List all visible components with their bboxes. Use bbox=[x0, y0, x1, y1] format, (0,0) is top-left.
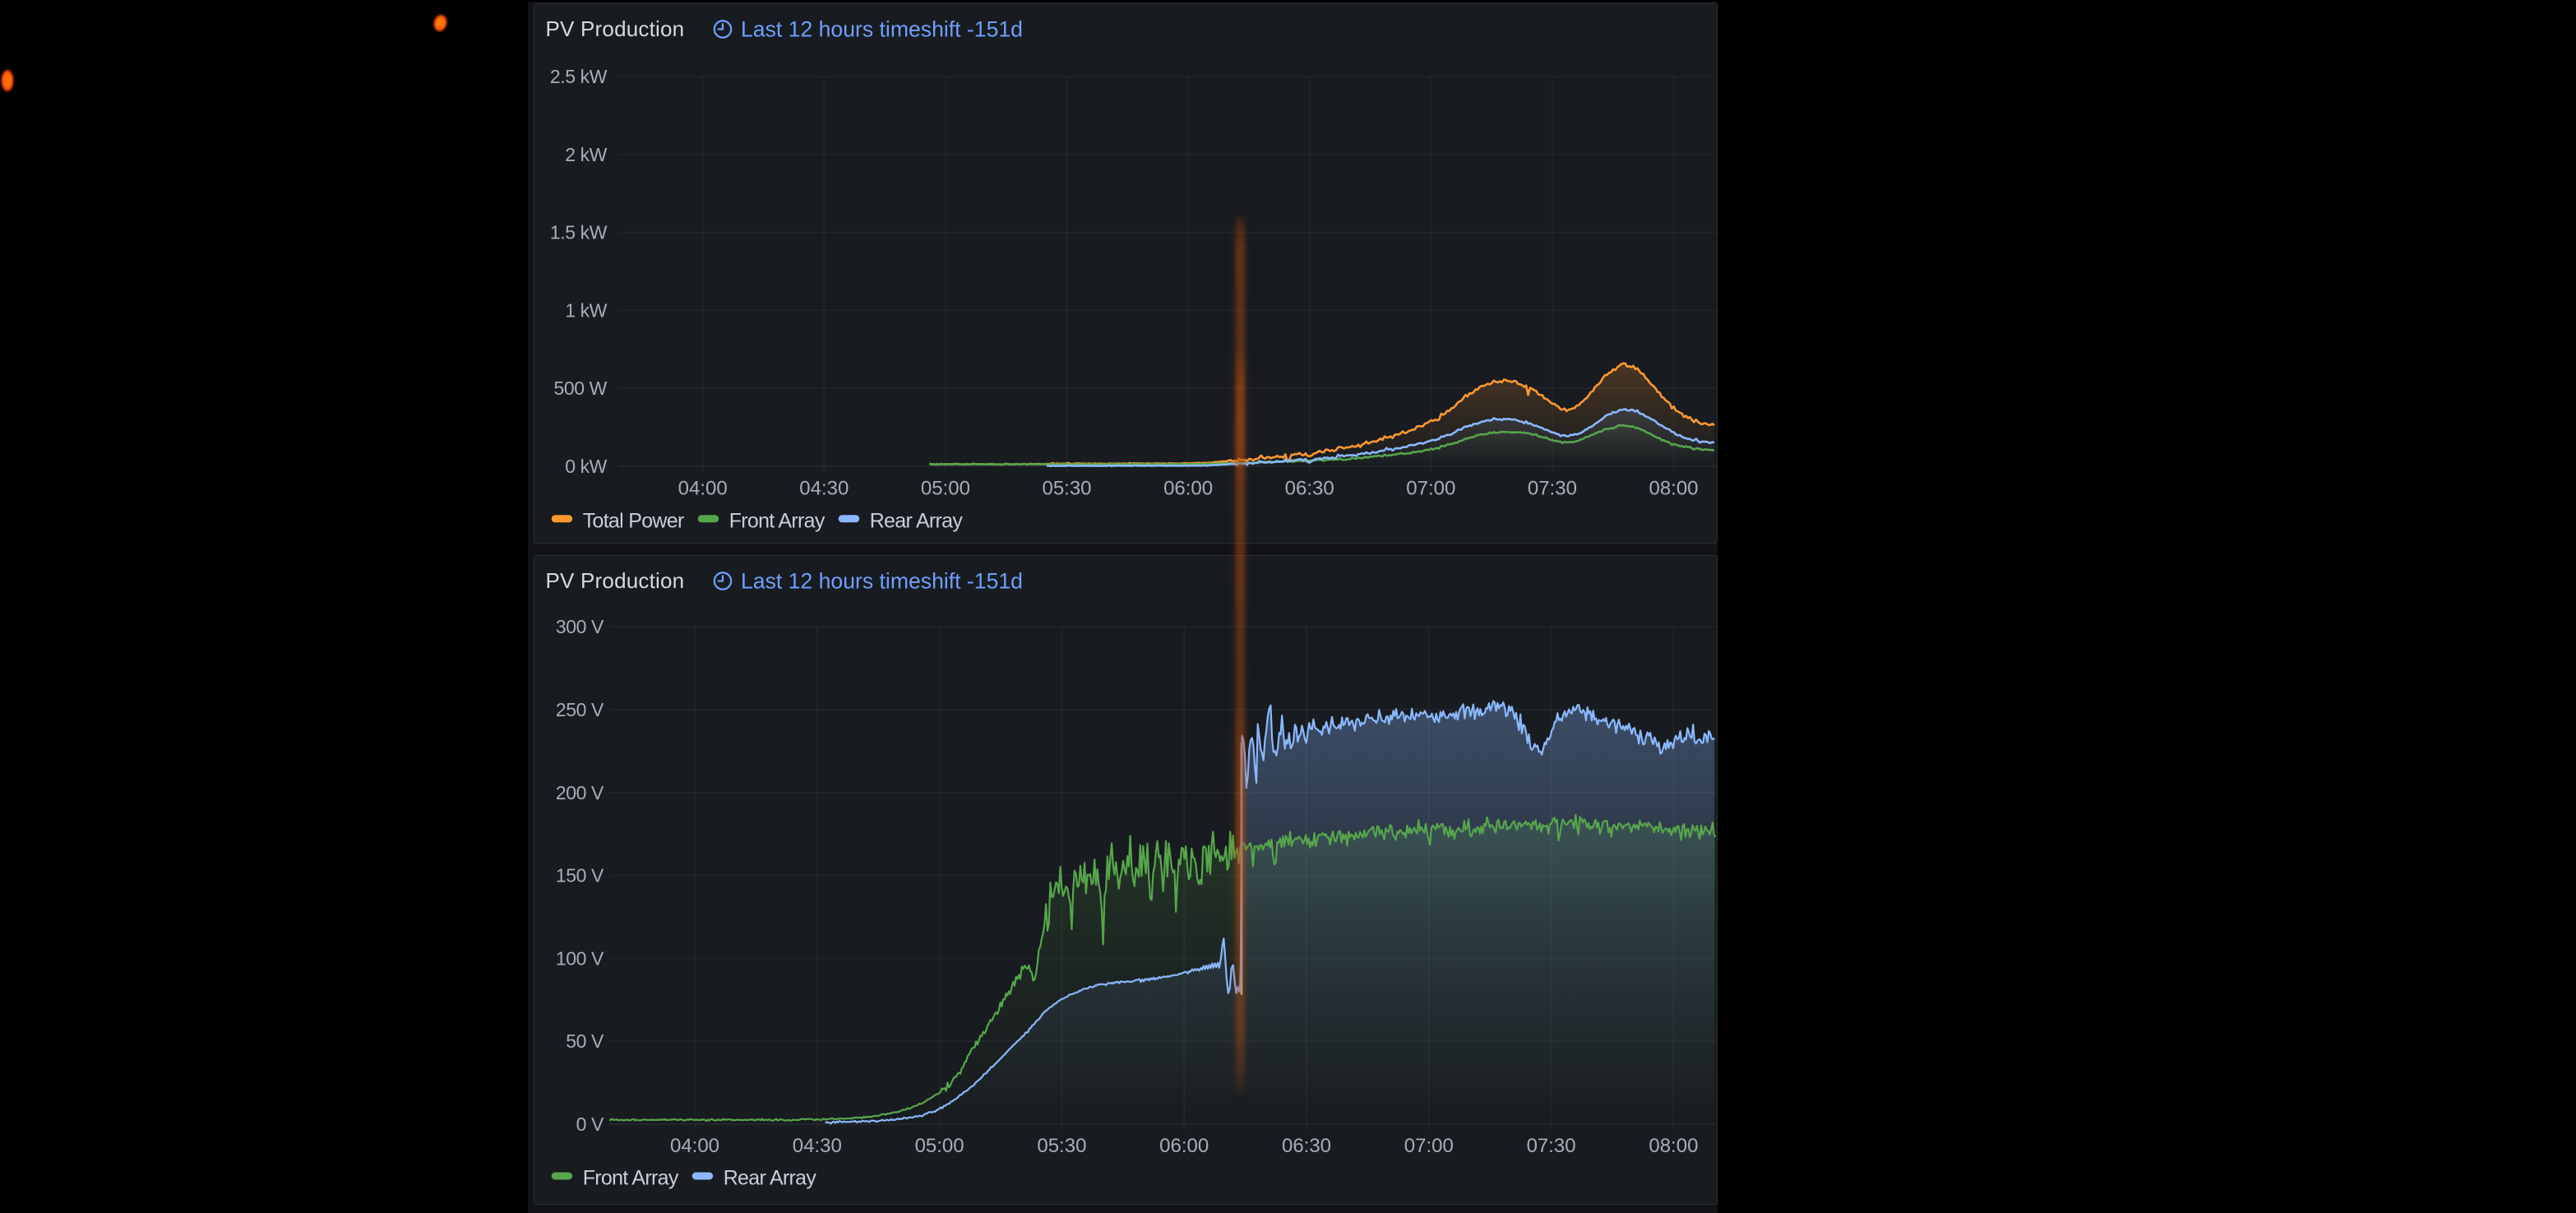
svg-text:Last 12 hours timeshift -151d: Last 12 hours timeshift -151d bbox=[741, 17, 1023, 42]
svg-text:50 V: 50 V bbox=[566, 1030, 604, 1052]
svg-text:0 V: 0 V bbox=[576, 1113, 604, 1135]
svg-text:PV Production: PV Production bbox=[546, 568, 685, 593]
svg-text:07:00: 07:00 bbox=[1406, 478, 1455, 500]
svg-text:08:00: 08:00 bbox=[1649, 478, 1698, 500]
svg-text:06:00: 06:00 bbox=[1163, 478, 1213, 500]
svg-text:2 kW: 2 kW bbox=[565, 144, 607, 165]
svg-text:05:00: 05:00 bbox=[921, 478, 970, 500]
svg-text:05:00: 05:00 bbox=[915, 1135, 964, 1157]
svg-text:04:30: 04:30 bbox=[793, 1135, 842, 1157]
svg-text:200 V: 200 V bbox=[556, 782, 604, 803]
svg-text:07:30: 07:30 bbox=[1528, 478, 1577, 500]
svg-text:0 kW: 0 kW bbox=[565, 456, 607, 477]
svg-text:Front Array: Front Array bbox=[583, 1167, 679, 1190]
svg-text:2.5 kW: 2.5 kW bbox=[550, 66, 608, 87]
svg-text:07:00: 07:00 bbox=[1404, 1135, 1454, 1157]
svg-text:300 V: 300 V bbox=[556, 616, 604, 637]
svg-text:04:00: 04:00 bbox=[678, 478, 728, 500]
svg-text:05:30: 05:30 bbox=[1042, 478, 1091, 500]
svg-text:07:30: 07:30 bbox=[1527, 1135, 1576, 1157]
svg-text:08:00: 08:00 bbox=[1649, 1135, 1698, 1157]
svg-text:1 kW: 1 kW bbox=[565, 299, 607, 321]
svg-text:500 W: 500 W bbox=[554, 377, 608, 399]
svg-text:04:00: 04:00 bbox=[670, 1135, 719, 1157]
svg-text:100 V: 100 V bbox=[556, 947, 604, 969]
svg-text:06:00: 06:00 bbox=[1159, 1135, 1209, 1157]
svg-text:Last 12 hours timeshift -151d: Last 12 hours timeshift -151d bbox=[741, 569, 1023, 594]
svg-text:1.5 kW: 1.5 kW bbox=[550, 222, 608, 243]
svg-text:Front Array: Front Array bbox=[729, 510, 826, 533]
svg-text:04:30: 04:30 bbox=[799, 478, 849, 500]
svg-text:Total Power: Total Power bbox=[583, 510, 684, 533]
svg-text:Rear Array: Rear Array bbox=[724, 1167, 817, 1190]
svg-text:06:30: 06:30 bbox=[1285, 478, 1334, 500]
svg-text:06:30: 06:30 bbox=[1282, 1135, 1331, 1157]
svg-text:05:30: 05:30 bbox=[1037, 1135, 1086, 1157]
svg-text:250 V: 250 V bbox=[556, 699, 604, 720]
svg-text:PV Production: PV Production bbox=[546, 16, 685, 41]
svg-text:150 V: 150 V bbox=[556, 865, 604, 887]
svg-text:Rear Array: Rear Array bbox=[870, 510, 964, 533]
